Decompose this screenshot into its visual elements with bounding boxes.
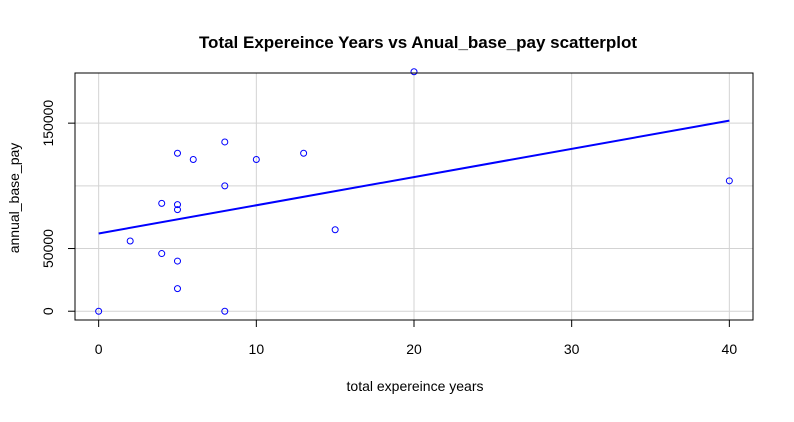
data-point-10 [221,138,229,146]
data-point-12 [221,307,229,315]
data-point-6 [173,206,181,214]
data-point-16 [410,68,418,76]
x-tick-label-2: 20 [406,341,422,357]
data-point-2 [158,199,166,207]
data-point-7 [173,257,181,265]
x-tick-label-4: 40 [722,341,738,357]
x-axis: 0 10 20 30 40 [95,319,738,357]
data-point-9 [189,156,197,164]
data-point-14 [300,149,308,157]
y-tick-label-0: 0 [40,307,56,315]
data-point-15 [331,226,339,234]
x-tick-label-3: 30 [564,341,580,357]
regression-line-group [98,119,730,235]
data-point-17 [725,177,733,185]
x-tick-label-0: 0 [95,341,103,357]
y-tick-label-2: 150000 [40,100,56,147]
regression-line [98,119,730,235]
grid-lines [75,73,753,320]
y-axis-label: annual_base_pay [6,143,22,254]
data-point-4 [173,149,181,157]
data-point-5 [173,201,181,209]
data-points [95,68,733,315]
data-point-0 [95,307,103,315]
y-tick-label-1: 50000 [40,229,56,268]
x-axis-label: total expereince years [347,378,484,394]
data-point-8 [173,285,181,293]
data-point-1 [126,237,134,245]
data-point-11 [221,182,229,190]
data-point-13 [252,156,260,164]
data-point-3 [158,250,166,258]
chart-title: Total Expereince Years vs Anual_base_pay… [199,33,637,52]
x-tick-label-1: 10 [249,341,265,357]
y-axis: 0 50000 150000 [40,100,76,315]
